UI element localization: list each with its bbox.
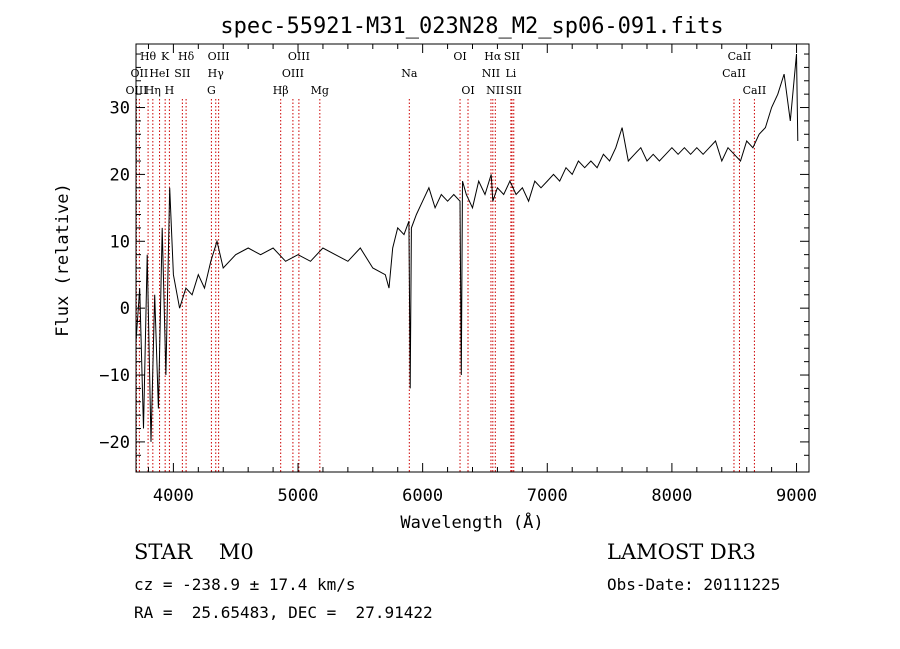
obs-date: Obs-Date: 20111225: [607, 575, 781, 594]
marker-label: Li: [505, 67, 516, 80]
marker-label: NII: [486, 84, 504, 97]
marker-label: G: [207, 84, 216, 97]
plot-frame: [135, 43, 810, 473]
marker-label: Mg: [311, 84, 329, 97]
x-tick-label: 9000: [776, 486, 817, 506]
x-tick-label: 6000: [402, 486, 443, 506]
coordinates: RA = 25.65483, DEC = 27.91422: [134, 603, 433, 622]
marker-label: OI: [461, 84, 474, 97]
marker-label: HeI: [149, 67, 169, 80]
marker-label: CaII: [743, 84, 767, 97]
marker-label: SII: [174, 67, 190, 80]
marker-label: Hα: [484, 50, 502, 63]
chart-title: spec-55921-M31_023N28_M2_sp06-091.fits: [220, 14, 723, 39]
y-axis: −20 −10 0 10 20 30: [99, 53, 809, 456]
marker-label: Na: [401, 67, 418, 80]
x-axis-label: Wavelength (Å): [400, 511, 543, 533]
survey-name: LAMOST DR3: [607, 540, 756, 564]
y-tick-label: −10: [99, 366, 130, 386]
object-class: STAR M0: [134, 540, 254, 564]
marker-label: Hθ: [140, 50, 157, 63]
marker-label: Hη: [145, 84, 161, 97]
marker-label: Hγ: [208, 67, 225, 80]
spectrum-line: [135, 53, 799, 442]
y-tick-label: 20: [110, 165, 130, 185]
x-tick-label: 4000: [153, 486, 194, 506]
marker-label: SII: [506, 84, 522, 97]
x-tick-label: 5000: [278, 486, 319, 506]
x-axis: 4000 5000 6000 7000 8000 9000: [147, 44, 817, 506]
marker-label: H: [165, 84, 175, 97]
marker-label: K: [161, 50, 170, 63]
marker-label: Hδ: [178, 50, 195, 63]
marker-label: CaII: [722, 67, 746, 80]
y-tick-label: 30: [110, 99, 130, 119]
marker-label: OI: [453, 50, 466, 63]
marker-label: OII: [131, 67, 149, 80]
marker-label: Hβ: [273, 84, 289, 97]
redshift-info: cz = -238.9 ± 17.4 km/s: [134, 575, 356, 594]
x-tick-label: 7000: [527, 486, 568, 506]
y-tick-label: 10: [110, 232, 130, 252]
marker-label: NII: [482, 67, 500, 80]
marker-label: SII: [504, 50, 520, 63]
y-tick-label: −20: [99, 433, 130, 453]
marker-label: CaII: [728, 50, 752, 63]
y-axis-label: Flux (relative): [53, 183, 73, 337]
marker-label: OIII: [208, 50, 230, 63]
marker-label: OIII: [288, 50, 310, 63]
marker-label: OIII: [282, 67, 304, 80]
x-tick-label: 8000: [651, 486, 692, 506]
y-tick-label: 0: [120, 299, 130, 319]
